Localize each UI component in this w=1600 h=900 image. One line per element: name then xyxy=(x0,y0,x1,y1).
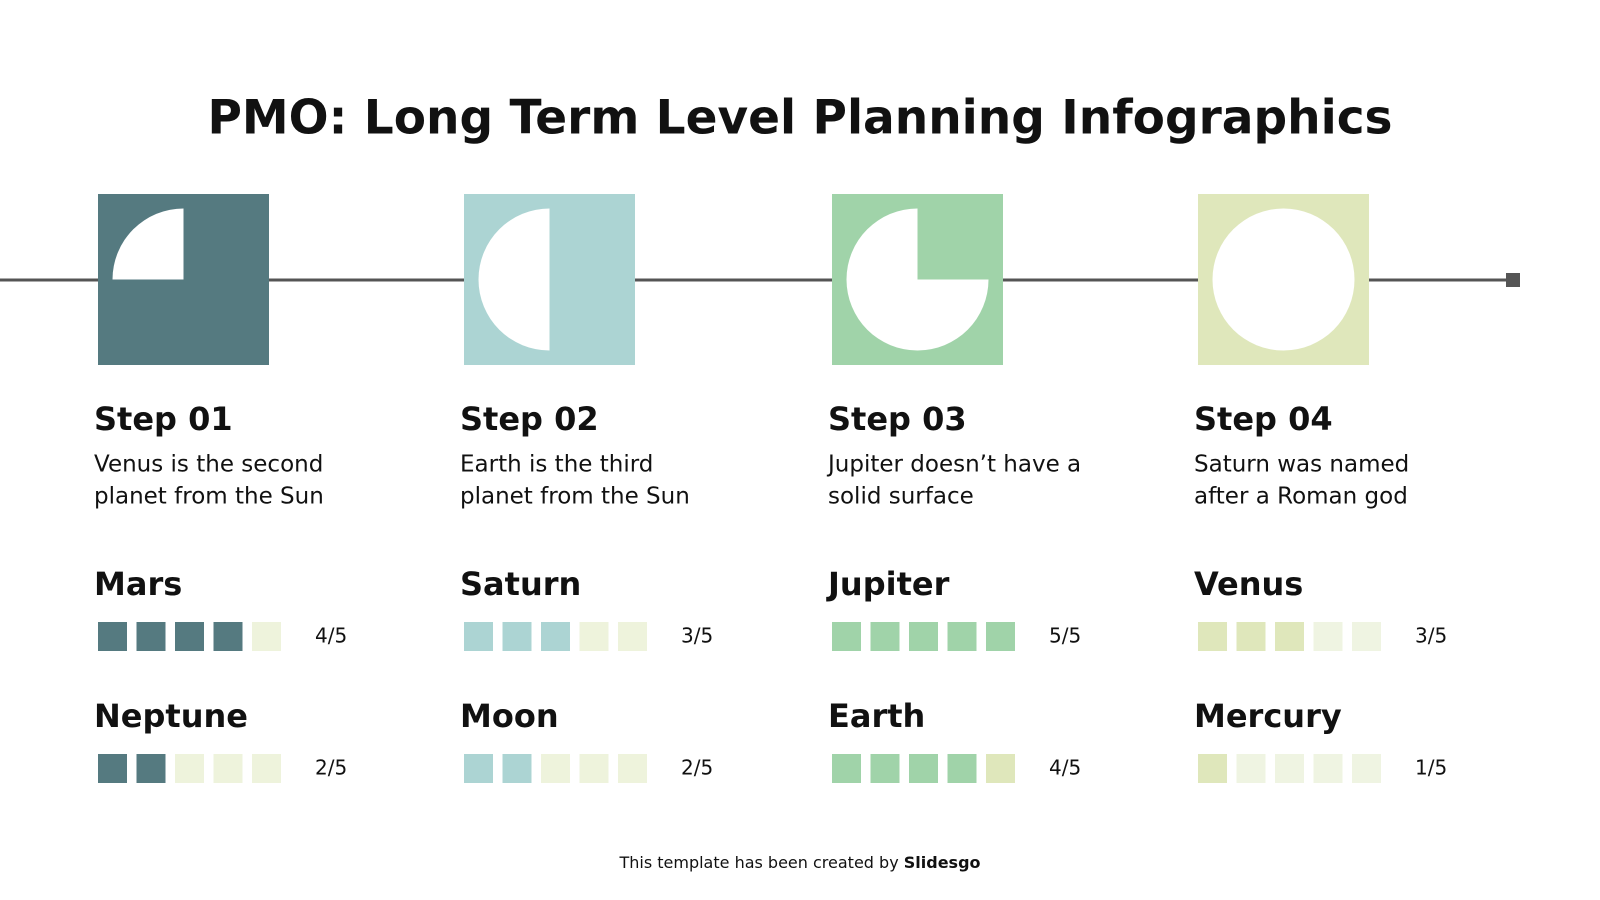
rating-square xyxy=(252,622,281,651)
rating-square xyxy=(870,622,900,651)
step-label: Step 01 xyxy=(94,400,233,438)
rating-name: Moon xyxy=(460,697,559,735)
rating-square xyxy=(870,754,900,783)
footer-brand: Slidesgo xyxy=(904,853,981,872)
rating-square xyxy=(213,622,243,651)
rating-name: Saturn xyxy=(460,565,581,603)
rating-square xyxy=(502,622,532,651)
step-description: Venus is the second xyxy=(94,452,323,478)
step-description: planet from the Sun xyxy=(94,484,324,510)
slide-title: PMO: Long Term Level Planning Infographi… xyxy=(207,91,1392,146)
step-description: planet from the Sun xyxy=(460,484,690,510)
step-description: Earth is the third xyxy=(460,452,653,478)
footer-text: This template has been created by xyxy=(618,853,898,872)
rating-square xyxy=(213,754,243,783)
step-description: after a Roman god xyxy=(1194,484,1408,510)
rating-square xyxy=(502,754,532,783)
rating-square xyxy=(1275,622,1304,651)
rating-square xyxy=(579,754,609,783)
step-label: Step 02 xyxy=(460,400,599,438)
rating-square xyxy=(541,754,570,783)
step-icon-shape xyxy=(846,208,989,351)
rating-square xyxy=(947,754,977,783)
rating-score: 1/5 xyxy=(1415,756,1447,780)
step-icon-shape xyxy=(112,208,184,280)
rating-square xyxy=(1236,622,1266,651)
rating-square xyxy=(1236,754,1266,783)
step-description: solid surface xyxy=(828,484,974,510)
rating-score: 2/5 xyxy=(681,756,713,780)
rating-name: Mercury xyxy=(1194,697,1342,735)
rating-square xyxy=(618,622,647,651)
rating-name: Earth xyxy=(828,697,925,735)
rating-score: 4/5 xyxy=(315,624,347,648)
rating-square xyxy=(909,754,938,783)
step-label: Step 03 xyxy=(828,400,967,438)
rating-score: 3/5 xyxy=(1415,624,1447,648)
rating-square xyxy=(579,622,609,651)
footer: This template has been created by Slides… xyxy=(618,853,980,872)
rating-score: 3/5 xyxy=(681,624,713,648)
rating-square xyxy=(1313,622,1343,651)
step-icon-shape xyxy=(1212,208,1355,351)
rating-square xyxy=(832,754,861,783)
rating-square xyxy=(832,622,861,651)
rating-score: 5/5 xyxy=(1049,624,1081,648)
rating-square xyxy=(541,622,570,651)
rating-square xyxy=(175,622,204,651)
rating-square xyxy=(618,754,647,783)
rating-square xyxy=(1198,754,1227,783)
rating-square xyxy=(252,754,281,783)
rating-square xyxy=(136,622,166,651)
rating-square xyxy=(464,622,493,651)
rating-square xyxy=(464,754,493,783)
rating-score: 4/5 xyxy=(1049,756,1081,780)
step-label: Step 04 xyxy=(1194,400,1333,438)
rating-square xyxy=(1352,622,1381,651)
rating-square xyxy=(98,622,127,651)
rating-square xyxy=(1352,754,1381,783)
step-icon-shape xyxy=(478,208,550,351)
rating-square xyxy=(1275,754,1304,783)
timeline-end xyxy=(1506,273,1520,287)
rating-square xyxy=(1313,754,1343,783)
rating-square xyxy=(986,622,1015,651)
step-description: Saturn was named xyxy=(1194,452,1409,478)
rating-square xyxy=(986,754,1015,783)
rating-square xyxy=(947,622,977,651)
rating-score: 2/5 xyxy=(315,756,347,780)
rating-square xyxy=(136,754,166,783)
rating-square xyxy=(909,622,938,651)
rating-name: Venus xyxy=(1194,565,1303,603)
rating-name: Jupiter xyxy=(826,565,950,603)
rating-square xyxy=(98,754,127,783)
rating-name: Mars xyxy=(94,565,182,603)
rating-square xyxy=(175,754,204,783)
step-description: Jupiter doesn’t have a xyxy=(826,452,1081,478)
rating-square xyxy=(1198,622,1227,651)
rating-name: Neptune xyxy=(94,697,248,735)
